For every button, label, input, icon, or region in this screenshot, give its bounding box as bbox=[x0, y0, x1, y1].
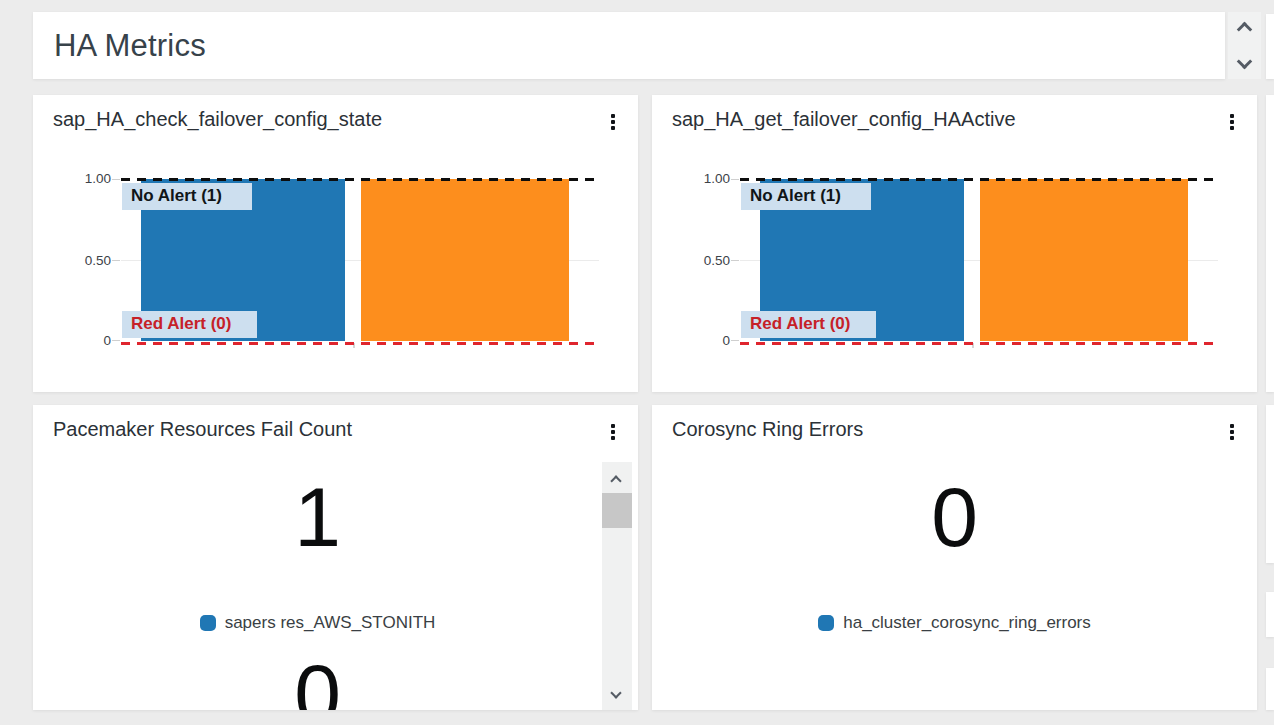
widget-title: sap_HA_get_failover_config_HAActive bbox=[672, 108, 1016, 131]
annotation-label-no-alert: No Alert (1) bbox=[741, 183, 871, 210]
dashboard-title: HA Metrics bbox=[54, 28, 206, 64]
y-axis-tick: 0 bbox=[33, 332, 111, 350]
widget-menu-button[interactable] bbox=[1225, 110, 1239, 134]
widget-menu-button[interactable] bbox=[606, 420, 620, 444]
offscreen-widget-edge bbox=[1266, 592, 1274, 637]
chevron-up-icon[interactable] bbox=[610, 475, 621, 486]
chevron-down-icon[interactable] bbox=[610, 687, 621, 698]
metric-value: 0 bbox=[652, 475, 1257, 559]
widget-menu-button[interactable] bbox=[606, 110, 620, 134]
cloudwatch-dashboard: { "header": { "title": "HA Metrics" }, "… bbox=[0, 0, 1274, 725]
y-axis-tick: 0 bbox=[652, 332, 730, 350]
vertical-ellipsis-icon bbox=[611, 424, 615, 428]
widget-get-failover-config-haactive: sap_HA_get_failover_config_HAActive 1.00… bbox=[652, 95, 1257, 392]
scrollbar-thumb[interactable] bbox=[602, 493, 632, 528]
value-area: 1 sapers res_AWS_STONITH 0 bbox=[33, 405, 602, 710]
value-area: 0 ha_cluster_corosync_ring_errors bbox=[652, 405, 1257, 710]
widget-scrollbar[interactable] bbox=[602, 462, 632, 710]
vertical-ellipsis-icon bbox=[611, 114, 615, 118]
legend-item[interactable]: sapers res_AWS_STONITH bbox=[33, 613, 602, 633]
annotation-line-no-alert bbox=[121, 178, 599, 181]
legend-label: sapers res_AWS_STONITH bbox=[225, 613, 436, 633]
bar-series-orange[interactable] bbox=[980, 179, 1188, 341]
legend-bullet-icon bbox=[818, 615, 834, 631]
annotation-label-red-alert: Red Alert (0) bbox=[122, 311, 257, 338]
widget-title: sap_HA_check_failover_config_state bbox=[53, 108, 382, 131]
chevron-down-icon[interactable] bbox=[1237, 54, 1253, 70]
chart-plot: No Alert (1) Red Alert (0) bbox=[740, 179, 1218, 341]
page-scrollbar[interactable] bbox=[1228, 12, 1261, 79]
chevron-up-icon[interactable] bbox=[1237, 22, 1253, 38]
y-axis-tick: 1.00 bbox=[652, 170, 730, 188]
chart-plot: No Alert (1) Red Alert (0) bbox=[121, 179, 599, 341]
metric-value: 1 bbox=[33, 475, 602, 559]
legend-item[interactable]: ha_cluster_corosync_ring_errors bbox=[652, 613, 1257, 633]
bar-series-orange[interactable] bbox=[361, 179, 569, 341]
metric-secondary-value: 0 bbox=[33, 652, 602, 710]
annotation-label-red-alert: Red Alert (0) bbox=[741, 311, 876, 338]
dashboard-header: HA Metrics bbox=[33, 12, 1225, 79]
widget-check-failover-config-state: sap_HA_check_failover_config_state 1.00 … bbox=[33, 95, 638, 392]
offscreen-widget-edge bbox=[1266, 668, 1274, 710]
annotation-label-no-alert: No Alert (1) bbox=[122, 183, 252, 210]
y-axis-tick: 0.50 bbox=[652, 252, 730, 270]
y-axis-tick: 0.50 bbox=[33, 252, 111, 270]
offscreen-widget-edge bbox=[1266, 14, 1274, 79]
annotation-line-no-alert bbox=[740, 178, 1218, 181]
vertical-ellipsis-icon bbox=[1230, 114, 1234, 118]
legend-label: ha_cluster_corosync_ring_errors bbox=[843, 613, 1091, 633]
y-axis-tick: 1.00 bbox=[33, 170, 111, 188]
annotation-line-red-alert bbox=[740, 342, 1218, 345]
offscreen-widget-edge bbox=[1266, 95, 1274, 392]
annotation-line-red-alert bbox=[121, 342, 599, 345]
offscreen-widget-edge bbox=[1266, 405, 1274, 563]
widget-pacemaker-fail-count: Pacemaker Resources Fail Count 1 sapers … bbox=[33, 405, 638, 710]
widget-corosync-ring-errors: Corosync Ring Errors 0 ha_cluster_corosy… bbox=[652, 405, 1257, 710]
legend-bullet-icon bbox=[200, 615, 216, 631]
